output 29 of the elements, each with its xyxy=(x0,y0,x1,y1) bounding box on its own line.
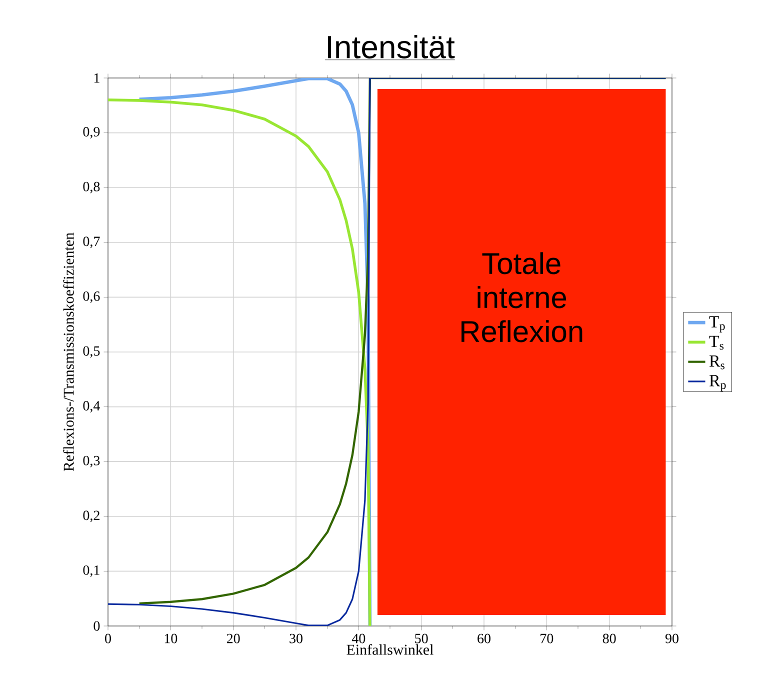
chart-title: Intensität xyxy=(328,34,455,58)
x-tick-label: 70 xyxy=(540,634,554,644)
y-tick-label: 0,4 xyxy=(83,401,100,413)
y-tick-label: 0 xyxy=(94,621,100,631)
x-axis-title: Einfallswinkel xyxy=(346,644,434,655)
y-tick-label: 0,2 xyxy=(83,510,100,522)
band-label: Totale interne Reflexion xyxy=(462,252,582,342)
y-tick-label: 0,9 xyxy=(83,127,100,139)
legend-label: T$_{p}$ xyxy=(709,316,725,332)
legend-label: R$_{s}$ xyxy=(709,355,724,370)
y-tick-label: 0,6 xyxy=(83,291,100,303)
x-tick-label: 10 xyxy=(164,634,178,644)
legend-label: R$_{p}$ xyxy=(709,375,726,392)
x-tick-label: 40 xyxy=(352,634,366,644)
y-axis-title: Reflexions-/Transmissionskoeffizienten xyxy=(63,232,74,472)
x-tick-label: 60 xyxy=(478,634,490,644)
y-tick-label: 1 xyxy=(94,73,100,83)
y-tick-label: 0,1 xyxy=(83,565,100,577)
x-tick-label: 30 xyxy=(290,634,302,644)
x-tick-label: 90 xyxy=(665,634,678,644)
legend-label: T$_{s}$ xyxy=(709,336,724,350)
y-tick-label: 0,7 xyxy=(83,236,100,248)
x-tick-label: 0 xyxy=(105,634,111,644)
x-tick-label: 50 xyxy=(415,634,428,644)
x-tick-label: 80 xyxy=(602,634,616,644)
x-tick-label: 20 xyxy=(226,634,240,644)
y-tick-label: 0,3 xyxy=(83,456,100,468)
y-tick-label: 0,8 xyxy=(83,182,100,194)
y-tick-label: 0,5 xyxy=(83,346,100,358)
